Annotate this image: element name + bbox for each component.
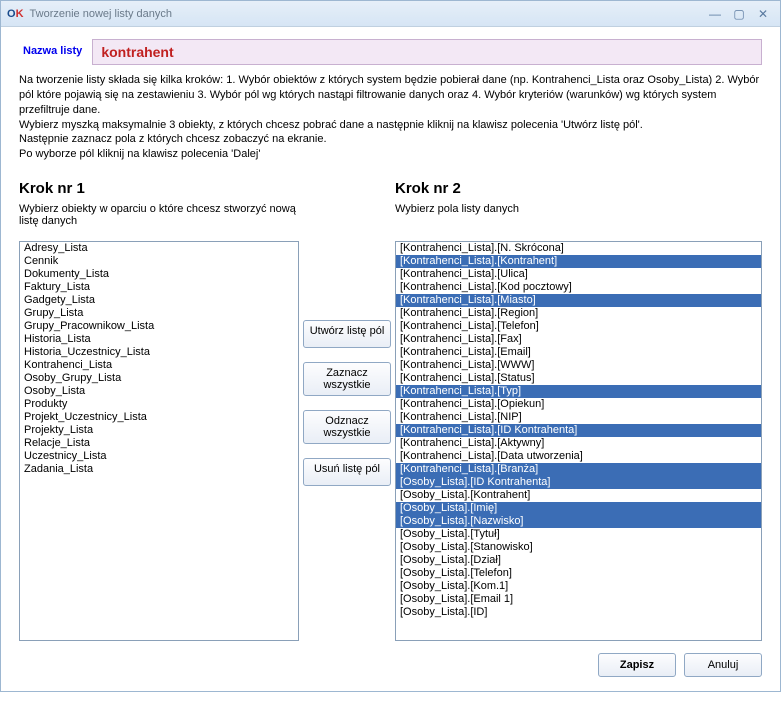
list-item[interactable]: [Kontrahenci_Lista].[Email] <box>396 346 761 359</box>
titlebar: OK Tworzenie nowej listy danych — ▢ ✕ <box>1 1 780 27</box>
list-item[interactable]: [Osoby_Lista].[Tytuł] <box>396 528 761 541</box>
step-1-title: Krok nr 1 <box>19 180 299 197</box>
save-button[interactable]: Zapisz <box>598 653 676 677</box>
app-logo: OK <box>7 8 24 20</box>
instruction-line: Na tworzenie listy składa się kilka krok… <box>19 73 762 118</box>
dialog-window: OK Tworzenie nowej listy danych — ▢ ✕ Na… <box>0 0 781 692</box>
step-2-subtitle: Wybierz pola listy danych <box>395 203 762 231</box>
list-item[interactable]: [Kontrahenci_Lista].[Aktywny] <box>396 437 761 450</box>
instructions-text: Na tworzenie listy składa się kilka krok… <box>19 73 762 162</box>
list-item[interactable]: [Kontrahenci_Lista].[Ulica] <box>396 268 761 281</box>
steps-row: Krok nr 1 Wybierz obiekty w oparciu o kt… <box>19 180 762 641</box>
middle-buttons-column: Utwórz listę pól Zaznacz wszystkie Odzna… <box>299 180 395 641</box>
instruction-line: Po wyborze pól kliknij na klawisz polece… <box>19 147 762 162</box>
list-item[interactable]: [Osoby_Lista].[Kontrahent] <box>396 489 761 502</box>
objects-listbox[interactable]: Adresy_ListaCennikDokumenty_ListaFaktury… <box>19 241 299 641</box>
list-item[interactable]: [Kontrahenci_Lista].[ID Kontrahenta] <box>396 424 761 437</box>
list-item[interactable]: [Kontrahenci_Lista].[Telefon] <box>396 320 761 333</box>
window-title: Tworzenie nowej listy danych <box>30 8 702 20</box>
footer-buttons: Zapisz Anuluj <box>19 653 762 677</box>
instruction-line: Następnie zaznacz pola z których chcesz … <box>19 132 762 147</box>
list-item[interactable]: [Osoby_Lista].[Kom.1] <box>396 580 761 593</box>
list-item[interactable]: [Osoby_Lista].[ID] <box>396 606 761 619</box>
close-button[interactable]: ✕ <box>752 6 774 22</box>
list-item[interactable]: Cennik <box>20 255 298 268</box>
cancel-button[interactable]: Anuluj <box>684 653 762 677</box>
list-item[interactable]: Produkty <box>20 398 298 411</box>
step-2-title: Krok nr 2 <box>395 180 762 197</box>
maximize-button[interactable]: ▢ <box>728 6 750 22</box>
list-item[interactable]: Projekty_Lista <box>20 424 298 437</box>
create-fields-button[interactable]: Utwórz listę pól <box>303 320 391 348</box>
list-item[interactable]: Adresy_Lista <box>20 242 298 255</box>
list-item[interactable]: Faktury_Lista <box>20 281 298 294</box>
list-item[interactable]: Dokumenty_Lista <box>20 268 298 281</box>
fields-listbox[interactable]: [Kontrahenci_Lista].[N. Skrócona][Kontra… <box>395 241 762 641</box>
list-item[interactable]: [Kontrahenci_Lista].[WWW] <box>396 359 761 372</box>
list-item[interactable]: [Osoby_Lista].[ID Kontrahenta] <box>396 476 761 489</box>
list-item[interactable]: Grupy_Lista <box>20 307 298 320</box>
step-1-panel: Krok nr 1 Wybierz obiekty w oparciu o kt… <box>19 180 299 641</box>
instruction-line: Wybierz myszką maksymalnie 3 obiekty, z … <box>19 118 762 133</box>
list-item[interactable]: [Kontrahenci_Lista].[Branża] <box>396 463 761 476</box>
list-item[interactable]: [Osoby_Lista].[Email 1] <box>396 593 761 606</box>
list-item[interactable]: [Kontrahenci_Lista].[Typ] <box>396 385 761 398</box>
list-item[interactable]: Osoby_Lista <box>20 385 298 398</box>
list-item[interactable]: [Osoby_Lista].[Stanowisko] <box>396 541 761 554</box>
list-item[interactable]: [Kontrahenci_Lista].[N. Skrócona] <box>396 242 761 255</box>
list-item[interactable]: Osoby_Grupy_Lista <box>20 372 298 385</box>
list-item[interactable]: [Osoby_Lista].[Imię] <box>396 502 761 515</box>
list-item[interactable]: Gadgety_Lista <box>20 294 298 307</box>
list-item[interactable]: Projekt_Uczestnicy_Lista <box>20 411 298 424</box>
list-item[interactable]: Historia_Lista <box>20 333 298 346</box>
header-row: Nazwa listy kontrahent <box>19 39 762 65</box>
list-item[interactable]: [Kontrahenci_Lista].[Status] <box>396 372 761 385</box>
list-item[interactable]: [Kontrahenci_Lista].[Kontrahent] <box>396 255 761 268</box>
step-2-panel: Krok nr 2 Wybierz pola listy danych [Kon… <box>395 180 762 641</box>
list-item[interactable]: [Osoby_Lista].[Nazwisko] <box>396 515 761 528</box>
delete-fields-button[interactable]: Usuń listę pól <box>303 458 391 486</box>
list-item[interactable]: Uczestnicy_Lista <box>20 450 298 463</box>
minimize-button[interactable]: — <box>704 6 726 22</box>
list-item[interactable]: [Kontrahenci_Lista].[Opiekun] <box>396 398 761 411</box>
list-item[interactable]: [Kontrahenci_Lista].[Fax] <box>396 333 761 346</box>
list-item[interactable]: Grupy_Pracownikow_Lista <box>20 320 298 333</box>
deselect-all-button[interactable]: Odznacz wszystkie <box>303 410 391 444</box>
list-item[interactable]: Kontrahenci_Lista <box>20 359 298 372</box>
list-item[interactable]: [Kontrahenci_Lista].[Kod pocztowy] <box>396 281 761 294</box>
list-item[interactable]: Relacje_Lista <box>20 437 298 450</box>
list-item[interactable]: [Kontrahenci_Lista].[Miasto] <box>396 294 761 307</box>
list-item[interactable]: [Kontrahenci_Lista].[Region] <box>396 307 761 320</box>
list-item[interactable]: [Kontrahenci_Lista].[NIP] <box>396 411 761 424</box>
list-item[interactable]: Historia_Uczestnicy_Lista <box>20 346 298 359</box>
list-item[interactable]: [Osoby_Lista].[Dział] <box>396 554 761 567</box>
select-all-button[interactable]: Zaznacz wszystkie <box>303 362 391 396</box>
step-1-subtitle: Wybierz obiekty w oparciu o które chcesz… <box>19 203 299 231</box>
list-item[interactable]: [Kontrahenci_Lista].[Data utworzenia] <box>396 450 761 463</box>
list-item[interactable]: Zadania_Lista <box>20 463 298 476</box>
list-name-field[interactable]: kontrahent <box>92 39 762 65</box>
list-item[interactable]: [Osoby_Lista].[Telefon] <box>396 567 761 580</box>
tab-label: Nazwa listy <box>19 39 92 65</box>
content-area: Nazwa listy kontrahent Na tworzenie list… <box>1 27 780 691</box>
